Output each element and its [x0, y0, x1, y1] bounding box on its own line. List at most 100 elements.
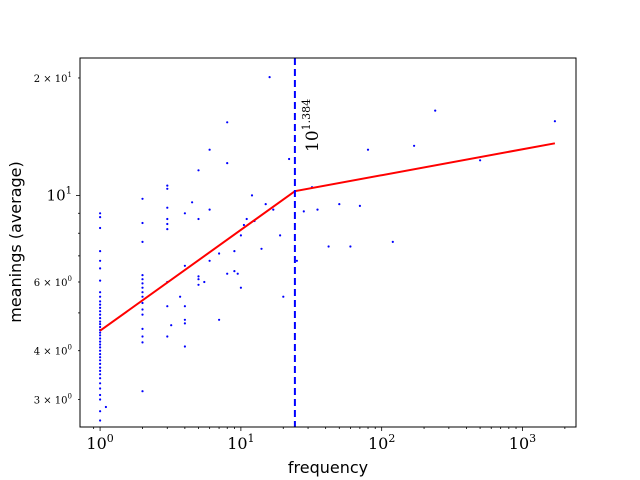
data-point	[141, 327, 144, 330]
data-point	[197, 278, 200, 281]
x-tick-label: 102	[368, 432, 395, 453]
data-point	[236, 272, 239, 275]
data-point	[99, 353, 102, 356]
data-point	[170, 324, 173, 327]
data-point	[413, 144, 416, 147]
data-point	[166, 184, 169, 187]
data-point	[218, 318, 221, 321]
data-point	[141, 335, 144, 338]
data-point	[141, 291, 144, 294]
data-point	[141, 308, 144, 311]
data-point	[99, 267, 102, 270]
data-point	[226, 162, 229, 165]
data-point	[327, 245, 330, 248]
scatter-points	[99, 76, 557, 422]
data-point	[245, 217, 248, 221]
plot-frame	[79, 57, 577, 428]
data-point	[104, 405, 107, 409]
data-point	[295, 259, 298, 262]
data-point	[141, 301, 144, 305]
x-axis-ticks: 100 101 102 103	[86, 427, 566, 453]
data-point	[99, 300, 102, 303]
data-point	[99, 346, 102, 349]
data-point	[99, 349, 102, 352]
y-axis-label: meanings (average)	[6, 161, 25, 323]
data-point	[99, 331, 102, 334]
data-point	[226, 272, 229, 275]
data-point	[553, 120, 557, 123]
data-point	[141, 295, 144, 298]
data-point	[141, 221, 144, 225]
data-point	[338, 203, 341, 206]
y-tick-label: 101	[47, 185, 72, 204]
data-point	[99, 340, 102, 343]
data-point	[99, 398, 102, 401]
data-point	[239, 234, 242, 237]
data-point	[183, 212, 186, 215]
data-point	[197, 217, 200, 221]
data-point	[208, 259, 211, 262]
data-point	[166, 335, 169, 338]
data-point	[183, 305, 186, 308]
y-tick-label: 6 × 100	[34, 275, 72, 289]
data-point	[233, 250, 236, 253]
data-point	[99, 373, 102, 376]
data-point	[99, 216, 102, 219]
data-point	[197, 283, 200, 286]
data-point	[99, 362, 102, 365]
data-point	[99, 366, 102, 369]
data-point	[233, 270, 236, 273]
data-point	[141, 341, 144, 344]
data-point	[279, 234, 282, 237]
data-point	[99, 303, 102, 306]
data-point	[208, 148, 211, 151]
data-point	[366, 148, 370, 151]
data-point	[183, 322, 186, 325]
breakpoint-label: 101.384	[300, 99, 323, 152]
data-point	[99, 259, 102, 262]
y-tick-label: 4 × 100	[34, 344, 72, 358]
data-point	[218, 252, 221, 255]
data-point	[288, 157, 291, 161]
data-point	[250, 194, 254, 197]
data-point	[242, 223, 245, 227]
data-point	[99, 295, 102, 298]
data-point	[282, 295, 285, 298]
data-point	[479, 159, 482, 162]
data-point	[99, 356, 102, 359]
y-tick-label: 2 × 101	[34, 71, 72, 85]
data-point	[99, 359, 102, 362]
data-point	[99, 323, 102, 326]
data-point	[391, 240, 394, 243]
data-point	[141, 282, 144, 285]
data-point	[208, 208, 211, 211]
data-point	[99, 419, 102, 422]
data-point	[166, 187, 169, 190]
data-point	[99, 369, 102, 372]
data-point	[99, 325, 102, 329]
data-point	[203, 280, 206, 284]
data-point	[141, 240, 144, 243]
data-point	[141, 278, 144, 281]
data-point	[302, 210, 305, 213]
data-point	[99, 377, 102, 380]
data-point	[239, 286, 242, 289]
data-point	[99, 393, 102, 397]
data-point	[141, 286, 144, 289]
data-point	[183, 264, 186, 267]
data-point	[99, 337, 102, 340]
data-point	[99, 410, 102, 413]
data-point	[99, 310, 102, 313]
data-point	[197, 275, 200, 278]
data-point	[99, 306, 102, 309]
data-point	[141, 274, 144, 277]
data-point	[349, 245, 352, 248]
data-point	[179, 295, 182, 298]
plot-background	[80, 58, 576, 427]
data-point	[99, 317, 102, 320]
data-point	[166, 222, 169, 226]
data-point	[191, 201, 194, 204]
x-tick-label: 103	[509, 432, 536, 453]
data-point	[166, 217, 169, 221]
y-axis-ticks: 3 × 100 4 × 100 6 × 100 101 2 × 101	[34, 71, 80, 406]
